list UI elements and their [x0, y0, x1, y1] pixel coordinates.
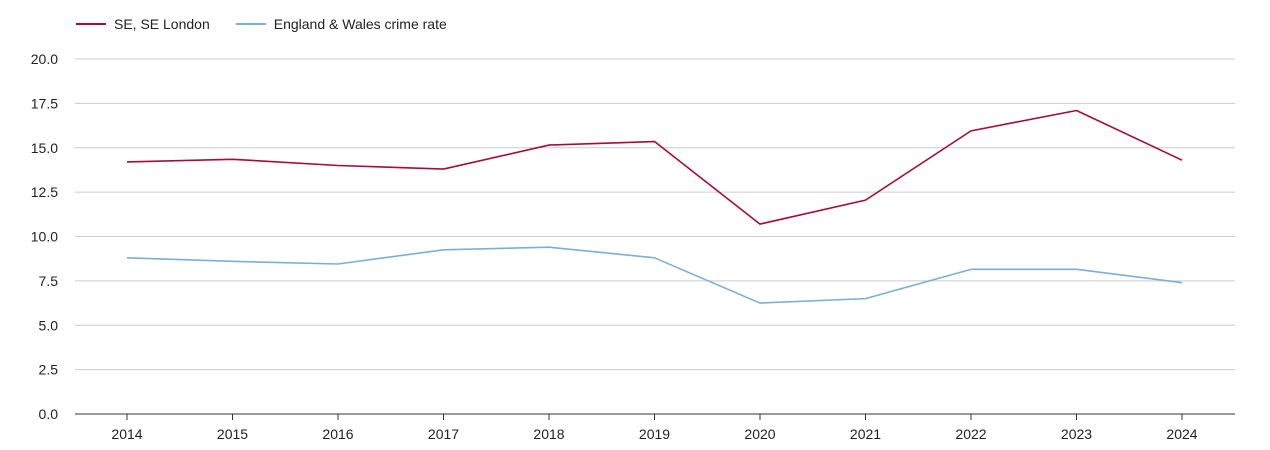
x-tick-label: 2015 [217, 426, 248, 442]
x-tick-label: 2022 [955, 426, 986, 442]
x-tick-label: 2023 [1061, 426, 1092, 442]
x-tick-label: 2024 [1166, 426, 1197, 442]
series-lines [126, 109, 1183, 304]
legend-swatch-se-london [76, 23, 106, 25]
gridlines [75, 58, 1235, 371]
x-tick-label: 2018 [533, 426, 564, 442]
x-tick-label: 2021 [850, 426, 881, 442]
y-tick-label: 15.0 [31, 140, 58, 156]
legend-label-se-london: SE, SE London [114, 16, 210, 32]
x-axis: 2014 2015 2016 2017 2018 2019 2020 2021 2022 2023… [75, 413, 1235, 442]
y-tick-label: 0.0 [39, 406, 59, 422]
series-line-england-wales [126, 246, 1183, 304]
y-tick-label: 5.0 [39, 317, 59, 333]
series-line-se-london [126, 109, 1183, 225]
y-tick-label: 7.5 [39, 273, 59, 289]
y-axis: 0.0 2.5 5.0 7.5 10.0 12.5 15.0 17.5 20.0 [31, 51, 58, 422]
x-tick-label: 2017 [428, 426, 459, 442]
x-tick-label: 2016 [322, 426, 353, 442]
y-tick-label: 12.5 [31, 184, 58, 200]
legend-label-england-wales: England & Wales crime rate [273, 16, 447, 32]
x-tick-label: 2019 [639, 426, 670, 442]
legend-item-se-london: SE, SE London [76, 16, 210, 32]
x-tick-label: 2014 [111, 426, 142, 442]
y-tick-label: 2.5 [39, 362, 59, 378]
legend: SE, SE London England & Wales crime rate [76, 16, 447, 32]
y-tick-label: 10.0 [31, 229, 58, 245]
y-tick-label: 20.0 [31, 51, 58, 67]
x-tick-label: 2020 [744, 426, 775, 442]
y-tick-label: 17.5 [31, 95, 58, 111]
legend-swatch-england-wales [235, 23, 266, 25]
legend-item-england-wales: England & Wales crime rate [235, 16, 447, 32]
